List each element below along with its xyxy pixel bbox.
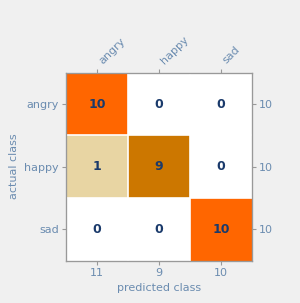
Bar	[66, 135, 128, 198]
Bar	[128, 198, 190, 261]
Text: 0: 0	[93, 223, 101, 236]
Text: 0: 0	[217, 98, 225, 111]
Bar	[66, 198, 128, 261]
Text: 10: 10	[212, 223, 230, 236]
Text: 9: 9	[155, 160, 163, 173]
Text: 10: 10	[88, 98, 106, 111]
X-axis label: predicted class: predicted class	[117, 283, 201, 293]
Text: 0: 0	[217, 160, 225, 173]
Bar	[128, 135, 190, 198]
Y-axis label: actual class: actual class	[9, 134, 19, 199]
Text: 1: 1	[93, 160, 101, 173]
Text: 0: 0	[154, 98, 164, 111]
Bar	[190, 73, 252, 135]
Bar	[66, 73, 128, 135]
Text: 0: 0	[154, 223, 164, 236]
Bar	[128, 73, 190, 135]
Bar	[190, 198, 252, 261]
Bar	[190, 135, 252, 198]
